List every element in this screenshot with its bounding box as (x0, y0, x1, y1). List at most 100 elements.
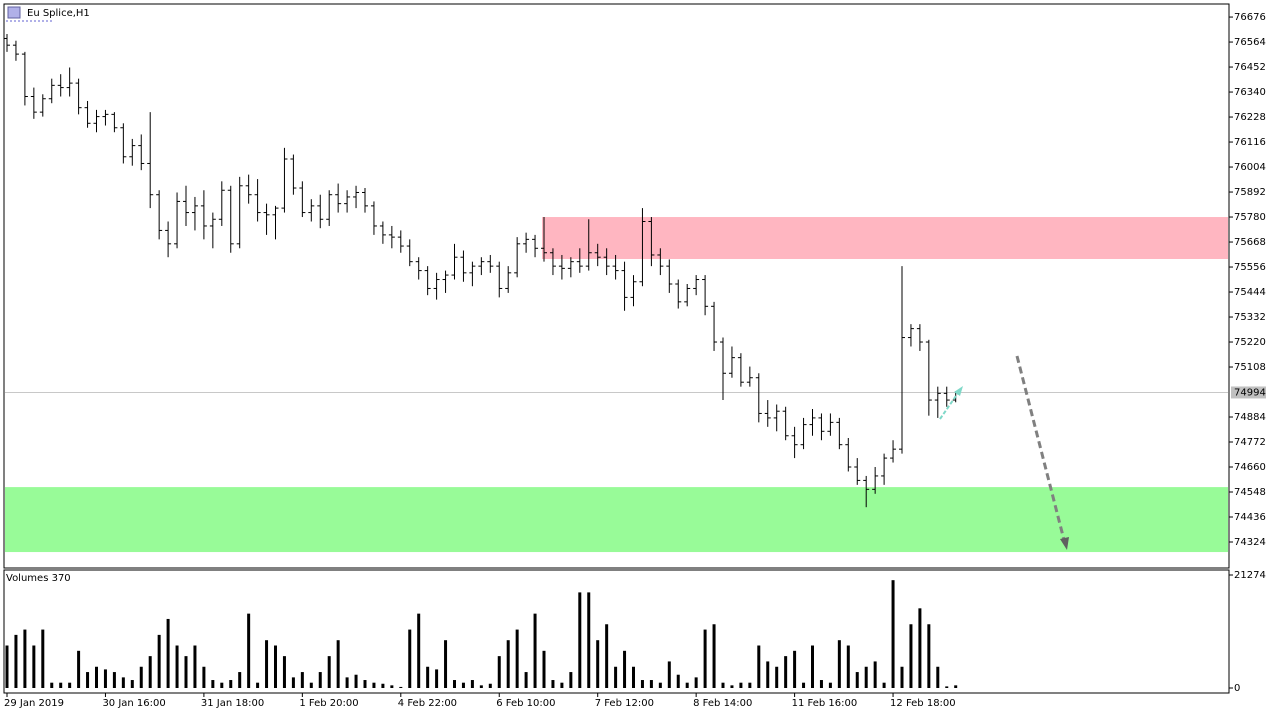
y-tick-label: 21274 (1234, 570, 1266, 581)
chart-icon (7, 6, 21, 19)
volume-bar (453, 680, 456, 688)
volume-bar (837, 640, 841, 688)
volume-title: Volumes 370 (6, 573, 71, 584)
volume-bar (623, 650, 627, 688)
volume-bar (390, 685, 394, 688)
volume-bar (300, 672, 304, 688)
y-tick-label: 74660 (1234, 462, 1266, 473)
volume-bar (59, 682, 63, 688)
volume-bar (479, 685, 483, 688)
y-tick-label: 76676 (1234, 12, 1266, 23)
volume-bar (157, 634, 161, 688)
volume-bar (640, 680, 644, 688)
x-tick-label: 31 Jan 18:00 (201, 698, 264, 709)
volume-bar (533, 613, 537, 688)
trend-arrowhead (954, 386, 963, 396)
volume-bar (408, 629, 412, 688)
volume-bar (265, 640, 269, 688)
y-tick-label: 76564 (1234, 37, 1266, 48)
volume-bar (148, 656, 152, 688)
price-panel (3, 3, 1230, 569)
volume-bar (363, 680, 367, 688)
volume-bar (524, 672, 528, 688)
volume-bar (426, 666, 430, 688)
volume-bar (274, 645, 277, 688)
volume-bar (166, 618, 170, 688)
y-tick-label: 75332 (1234, 312, 1266, 323)
volume-bar (864, 666, 868, 688)
volume-bar (220, 682, 224, 688)
volume-bar (112, 672, 116, 688)
volume-bar (345, 677, 349, 688)
volume-bar (703, 629, 707, 688)
volume-bar (596, 640, 600, 688)
volume-bar (578, 592, 582, 688)
volume-bar (444, 640, 448, 688)
volume-bar (614, 666, 618, 688)
volume-bar (685, 682, 689, 688)
volume-bar (497, 656, 501, 688)
y-tick-label: 75780 (1234, 212, 1266, 223)
volume-bar (542, 650, 546, 688)
x-tick-label: 11 Feb 16:00 (792, 698, 858, 709)
last-price-label: 74994 (1234, 387, 1266, 398)
volume-bar (130, 680, 134, 688)
volume-bar (855, 672, 859, 688)
volume-bar (775, 666, 779, 688)
volume-bar (193, 645, 197, 688)
volume-bar (658, 682, 662, 688)
volume-bar (86, 672, 90, 688)
volume-bar (748, 682, 752, 688)
y-tick-label: 74436 (1234, 512, 1266, 523)
volume-bar (470, 680, 474, 688)
x-tick-label: 7 Feb 12:00 (595, 698, 654, 709)
volume-bar (712, 624, 716, 688)
volume-bar (229, 680, 233, 688)
zones (5, 217, 1228, 553)
volume-bar (721, 682, 725, 688)
volume-bar (900, 666, 904, 688)
volume-bar (828, 682, 832, 688)
volume-bar (954, 685, 958, 688)
volume-bar (873, 661, 877, 688)
volume-bar (68, 682, 72, 688)
y-tick-label: 76116 (1234, 137, 1266, 148)
y-tick-label: 74772 (1234, 437, 1266, 448)
volume-bar (819, 680, 823, 688)
volume-bar (846, 645, 850, 688)
y-tick-label: 0 (1234, 683, 1240, 694)
trend-arrow (939, 392, 959, 420)
volume-bar (882, 682, 886, 688)
volume-bar (560, 682, 564, 688)
volume-bar (256, 682, 260, 688)
volume-bar (202, 666, 206, 688)
volume-bar (793, 650, 797, 688)
y-tick-label: 75556 (1234, 262, 1266, 273)
volume-bar (811, 645, 814, 688)
volume-bar (14, 634, 18, 688)
x-tick-label: 6 Feb 10:00 (496, 698, 555, 709)
y-tick-label: 76228 (1234, 112, 1266, 123)
volume-bar (605, 624, 609, 688)
volume-bar (766, 661, 770, 688)
volume-bar (802, 682, 806, 688)
chart-title: Eu Splice,H1 (27, 8, 90, 19)
forecast-arrow (1015, 355, 1066, 541)
volume-bar (32, 645, 36, 688)
volume-bar (211, 680, 215, 688)
volume-bar (757, 645, 761, 688)
volume-panel (3, 569, 1230, 694)
y-tick-label: 76004 (1234, 162, 1266, 173)
volume-bar (417, 613, 421, 688)
plot (4, 34, 1228, 688)
volume-bar (784, 656, 788, 688)
x-tick-label: 12 Feb 18:00 (890, 698, 956, 709)
volume-bar (676, 674, 680, 688)
volume-bar (291, 677, 295, 688)
volume-bar (77, 650, 81, 688)
volume-bar (184, 656, 188, 688)
y-tick-label: 75108 (1234, 362, 1266, 373)
volume-bar (515, 629, 519, 688)
volume-bar (318, 672, 322, 688)
